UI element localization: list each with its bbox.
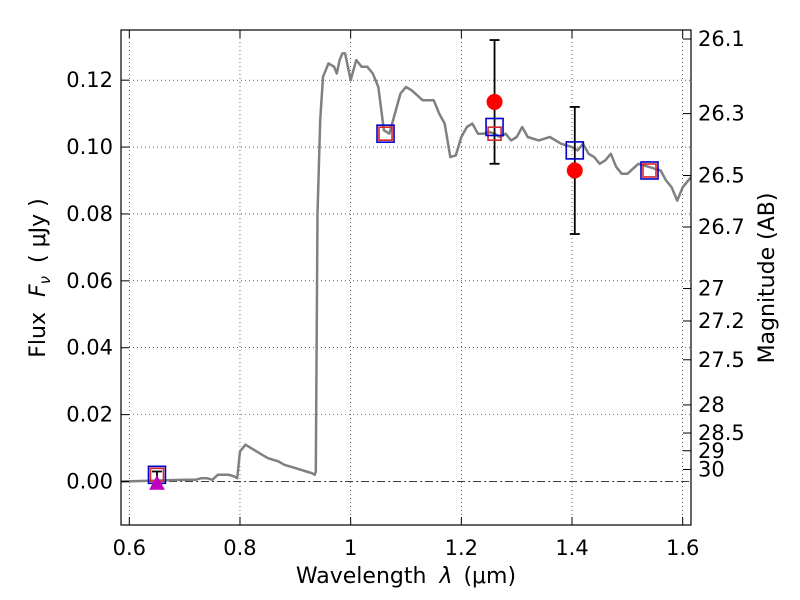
x-tick-label: 1.4: [555, 536, 588, 560]
x-tick-label: 0.6: [113, 536, 146, 560]
plot-frame: [120, 29, 692, 526]
y-tick-label: 0.06: [66, 269, 113, 293]
y-tick-label: 0.08: [66, 202, 113, 226]
observed-square-marker: [640, 161, 659, 180]
y2-tick-label: 30: [698, 457, 725, 481]
x-tick-label: 1.6: [666, 536, 699, 560]
y-axis-left: 0.00 0.02 0.04 0.06 0.08 0.10 0.12: [66, 68, 129, 494]
y2-tick-label: 27.2: [698, 309, 745, 333]
y2-tick-label: 26.5: [698, 163, 745, 187]
y2-tick-label: 28.5: [698, 421, 745, 445]
data-markers: [147, 93, 659, 490]
x-axis-label: Wavelength λ (μm): [296, 564, 516, 589]
x-tick-label: 0.8: [223, 536, 256, 560]
model-sed-line: [120, 52, 692, 483]
y-tick-label: 0.00: [66, 470, 113, 494]
y2-axis-label: Magnitude (AB): [755, 193, 780, 364]
upper-limit-triangle-marker: [149, 475, 165, 490]
model-square-marker: [487, 126, 502, 141]
y2-tick-label: 29: [698, 439, 725, 463]
y-axis-label: Flux Fν ( μJy ): [26, 198, 56, 357]
y2-tick-label: 27.5: [698, 348, 745, 372]
y-tick-label: 0.12: [66, 68, 113, 92]
x-axis: 0.6 0.8 1 1.2 1.4 1.6: [113, 30, 699, 560]
y2-tick-label: 26.3: [698, 102, 745, 126]
x-tick-label: 1: [344, 536, 357, 560]
flux-point-marker: [486, 93, 503, 110]
x-tick-label: 1.2: [445, 536, 478, 560]
y2-tick-label: 26.7: [698, 215, 745, 239]
sed-polyline: [120, 52, 692, 483]
observed-square-marker: [565, 141, 585, 160]
gridlines: [121, 30, 691, 525]
y-tick-label: 0.04: [66, 336, 113, 360]
y-tick-label: 0.10: [66, 135, 113, 159]
observed-square-marker: [485, 117, 504, 137]
error-bars: [151, 39, 580, 484]
y2-tick-label: 28: [698, 393, 725, 417]
observed-square-marker: [376, 124, 395, 143]
y2-tick-label: 26.1: [698, 27, 745, 51]
flux-point-marker: [566, 162, 583, 179]
model-square-marker: [642, 163, 657, 178]
model-square-marker: [378, 126, 393, 141]
y2-tick-label: 27: [698, 277, 725, 301]
y-tick-label: 0.02: [66, 403, 113, 427]
